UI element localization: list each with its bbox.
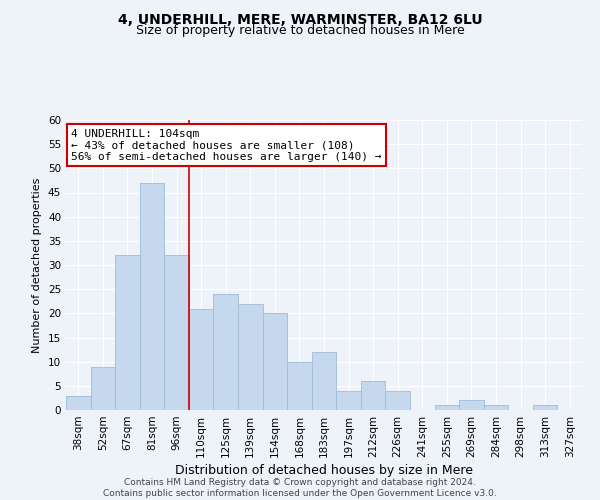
- Bar: [287, 362, 312, 410]
- Bar: [263, 314, 287, 410]
- Bar: [312, 352, 336, 410]
- Bar: [459, 400, 484, 410]
- Bar: [214, 294, 238, 410]
- Bar: [385, 390, 410, 410]
- Bar: [91, 366, 115, 410]
- Bar: [164, 256, 189, 410]
- Text: Size of property relative to detached houses in Mere: Size of property relative to detached ho…: [136, 24, 464, 37]
- Text: 4 UNDERHILL: 104sqm
← 43% of detached houses are smaller (108)
56% of semi-detac: 4 UNDERHILL: 104sqm ← 43% of detached ho…: [71, 128, 382, 162]
- Bar: [434, 405, 459, 410]
- X-axis label: Distribution of detached houses by size in Mere: Distribution of detached houses by size …: [175, 464, 473, 477]
- Bar: [484, 405, 508, 410]
- Text: 4, UNDERHILL, MERE, WARMINSTER, BA12 6LU: 4, UNDERHILL, MERE, WARMINSTER, BA12 6LU: [118, 12, 482, 26]
- Y-axis label: Number of detached properties: Number of detached properties: [32, 178, 43, 352]
- Bar: [336, 390, 361, 410]
- Bar: [115, 256, 140, 410]
- Bar: [66, 396, 91, 410]
- Bar: [140, 183, 164, 410]
- Text: Contains HM Land Registry data © Crown copyright and database right 2024.
Contai: Contains HM Land Registry data © Crown c…: [103, 478, 497, 498]
- Bar: [533, 405, 557, 410]
- Bar: [361, 381, 385, 410]
- Bar: [189, 308, 214, 410]
- Bar: [238, 304, 263, 410]
